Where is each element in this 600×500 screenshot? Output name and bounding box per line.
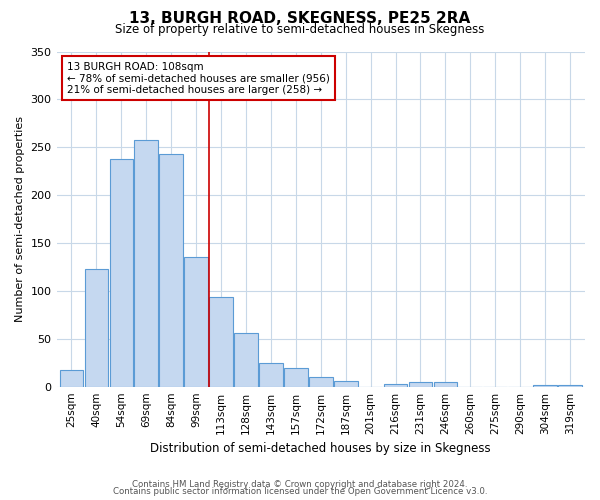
Bar (284, 368, 308, 386)
Text: 13 BURGH ROAD: 108sqm
← 78% of semi-detached houses are smaller (956)
21% of sem: 13 BURGH ROAD: 108sqm ← 78% of semi-deta… (67, 62, 330, 95)
Bar (110, 159, 133, 386)
Text: 13, BURGH ROAD, SKEGNESS, PE25 2RA: 13, BURGH ROAD, SKEGNESS, PE25 2RA (130, 11, 470, 26)
Bar (558, 385, 582, 386)
Bar (434, 382, 457, 386)
Bar (134, 140, 158, 386)
Text: Size of property relative to semi-detached houses in Skegness: Size of property relative to semi-detach… (115, 22, 485, 36)
Bar (309, 377, 332, 386)
Text: Contains public sector information licensed under the Open Government Licence v3: Contains public sector information licen… (113, 487, 487, 496)
Bar (85, 269, 108, 386)
Bar (209, 296, 233, 386)
Bar (409, 382, 433, 386)
Bar (259, 362, 283, 386)
Y-axis label: Number of semi-detached properties: Number of semi-detached properties (15, 116, 25, 322)
Bar (59, 370, 83, 386)
X-axis label: Distribution of semi-detached houses by size in Skegness: Distribution of semi-detached houses by … (151, 442, 491, 455)
Bar (384, 384, 407, 386)
Bar (533, 385, 557, 386)
Text: Contains HM Land Registry data © Crown copyright and database right 2024.: Contains HM Land Registry data © Crown c… (132, 480, 468, 489)
Bar (160, 154, 183, 386)
Bar (184, 258, 208, 386)
Bar (334, 381, 358, 386)
Bar (234, 333, 258, 386)
